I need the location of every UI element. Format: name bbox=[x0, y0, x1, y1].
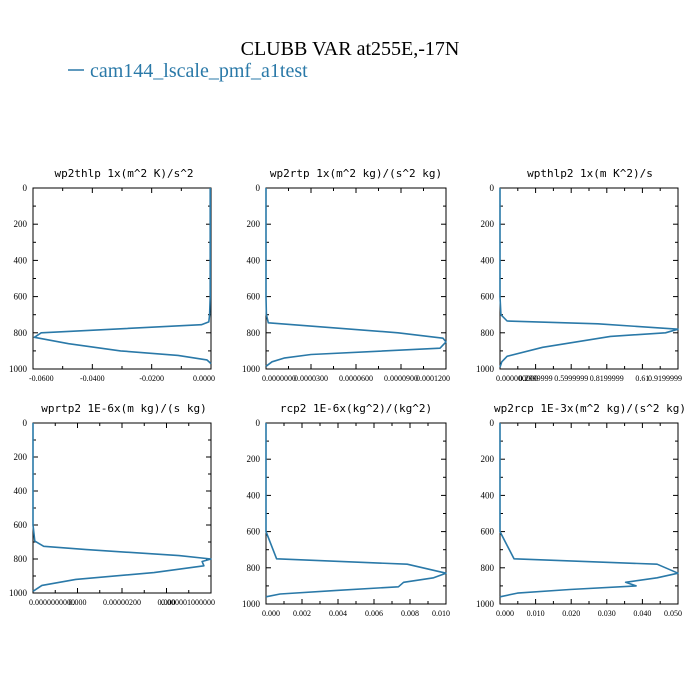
y-tick-label: 600 bbox=[14, 520, 28, 530]
x-tick-label: 0.020 bbox=[562, 609, 580, 618]
y-tick-label: 0 bbox=[256, 183, 261, 193]
x-tick-label: 0.050 bbox=[664, 609, 682, 618]
panel-title: wp2thlp 1x(m^2 K)/s^2 bbox=[54, 167, 193, 180]
series-line bbox=[265, 188, 447, 367]
y-tick-label: 800 bbox=[481, 328, 495, 338]
y-tick-label: 600 bbox=[481, 292, 495, 302]
x-tick-label: 0.010 bbox=[527, 609, 545, 618]
x-tick-label: 0.61 bbox=[635, 374, 649, 383]
panel-4: wprtp2 1E-6x(m kg)/(s kg) 0 200 400 600 800 10… bbox=[9, 402, 215, 607]
y-tick-label: 600 bbox=[481, 527, 495, 537]
y-tick-label: 800 bbox=[14, 554, 28, 564]
x-tick-label: 0.000 bbox=[496, 609, 514, 618]
x-tick-label: 0.0000600 bbox=[339, 374, 373, 383]
y-tick-label: 800 bbox=[247, 328, 261, 338]
y-tick-label: 400 bbox=[481, 490, 495, 500]
x-tick-label: 0.040 bbox=[633, 609, 651, 618]
panel-5: rcp2 1E-6x(kg^2)/(kg^2) 0 200 400 600 800 1000… bbox=[242, 402, 450, 618]
x-tick-label: 0.010 bbox=[432, 609, 450, 618]
series-line bbox=[32, 423, 212, 592]
x-tick-label: 0.0000900 bbox=[384, 374, 418, 383]
series-line bbox=[499, 423, 679, 598]
series-line bbox=[265, 423, 447, 598]
panel-2: wp2rtp 1x(m^2 kg)/(s^2 kg) 0 200 400 600 800 1… bbox=[242, 167, 450, 383]
panel-3: wpthlp2 1x(m K^2)/s 0 200 400 600 800 10000.00… bbox=[476, 167, 682, 383]
x-tick-label: -0.0400 bbox=[80, 374, 105, 383]
series-line bbox=[499, 188, 679, 368]
x-tick-label: 0.8199999 bbox=[590, 374, 624, 383]
panel-1: wp2thlp 1x(m^2 K)/s^202004006008001000-0… bbox=[9, 167, 215, 383]
figure-title: CLUBB VAR at255E,-17N bbox=[241, 38, 460, 60]
y-tick-label: 400 bbox=[14, 486, 28, 496]
x-tick-label: 0.002 bbox=[293, 609, 311, 618]
x-tick-label: 0.000 bbox=[262, 609, 280, 618]
y-tick-label: 1000 bbox=[476, 599, 495, 609]
y-tick-label: 0 bbox=[490, 418, 495, 428]
x-tick-label: 0.0001200 bbox=[416, 374, 450, 383]
y-tick-label: 800 bbox=[14, 328, 28, 338]
y-tick-label: 600 bbox=[247, 527, 261, 537]
panel-6: wp2rcp 1E-3x(m^2 kg)/(s^2 kg) 0 200 400 600 8… bbox=[476, 402, 686, 618]
y-tick-label: 400 bbox=[14, 255, 28, 265]
panel-title: rcp2 1E-6x(kg^2)/(kg^2) bbox=[280, 402, 432, 415]
y-tick-label: 1000 bbox=[476, 364, 495, 374]
y-tick-label: 400 bbox=[247, 490, 261, 500]
y-tick-label: 1000 bbox=[9, 588, 28, 598]
y-tick-label: 1000 bbox=[242, 364, 261, 374]
x-tick-label: 0.00000200 bbox=[103, 598, 141, 607]
x-tick-label: 0.0000000000 bbox=[29, 598, 75, 607]
y-tick-label: 200 bbox=[14, 452, 28, 462]
y-tick-label: 400 bbox=[481, 255, 495, 265]
y-tick-label: 0 bbox=[490, 183, 495, 193]
y-tick-label: 200 bbox=[481, 219, 495, 229]
x-tick-label: 0.000001000000 bbox=[161, 598, 215, 607]
panel-title: wprtp2 1E-6x(m kg)/(s kg) bbox=[41, 402, 207, 415]
y-tick-label: 400 bbox=[247, 255, 261, 265]
legend: cam144_lscale_pmf_a1test bbox=[68, 60, 308, 82]
x-tick-label: 0.000 bbox=[69, 598, 87, 607]
y-tick-label: 800 bbox=[481, 563, 495, 573]
panel-title: wp2rcp 1E-3x(m^2 kg)/(s^2 kg) bbox=[494, 402, 686, 415]
x-tick-label: -0.0600 bbox=[29, 374, 54, 383]
y-tick-label: 600 bbox=[14, 292, 28, 302]
legend-entry: cam144_lscale_pmf_a1test bbox=[90, 60, 308, 82]
x-tick-label: 0.5999999 bbox=[554, 374, 588, 383]
y-tick-label: 0 bbox=[23, 418, 28, 428]
panels: wp2thlp 1x(m^2 K)/s^202004006008001000-0… bbox=[9, 167, 686, 618]
x-tick-label: 0.0000000 bbox=[262, 374, 296, 383]
y-tick-label: 600 bbox=[247, 292, 261, 302]
x-tick-label: 0.000000000 bbox=[496, 374, 538, 383]
y-tick-label: 1000 bbox=[242, 599, 261, 609]
y-tick-label: 0 bbox=[256, 418, 261, 428]
x-tick-label: 0.0000300 bbox=[294, 374, 328, 383]
x-tick-label: 0.000 bbox=[158, 598, 176, 607]
y-tick-label: 200 bbox=[481, 454, 495, 464]
y-tick-label: 200 bbox=[247, 454, 261, 464]
y-tick-label: 0 bbox=[23, 183, 28, 193]
x-tick-label: 0.004 bbox=[329, 609, 347, 618]
x-tick-label: 0.006 bbox=[365, 609, 383, 618]
y-tick-label: 200 bbox=[247, 219, 261, 229]
x-tick-label: 0.0000 bbox=[193, 374, 215, 383]
y-tick-label: 200 bbox=[14, 219, 28, 229]
panel-title: wp2rtp 1x(m^2 kg)/(s^2 kg) bbox=[270, 167, 442, 180]
y-tick-label: 800 bbox=[247, 563, 261, 573]
y-tick-label: 1000 bbox=[9, 364, 28, 374]
x-tick-label: -0.0200 bbox=[139, 374, 164, 383]
x-tick-label: 0.2999999 bbox=[519, 374, 553, 383]
panel-title: wpthlp2 1x(m K^2)/s bbox=[527, 167, 653, 180]
series-line bbox=[33, 188, 212, 365]
x-tick-label: 0.030 bbox=[598, 609, 616, 618]
x-tick-label: 0.008 bbox=[401, 609, 419, 618]
x-tick-label: 0.9199999 bbox=[648, 374, 682, 383]
